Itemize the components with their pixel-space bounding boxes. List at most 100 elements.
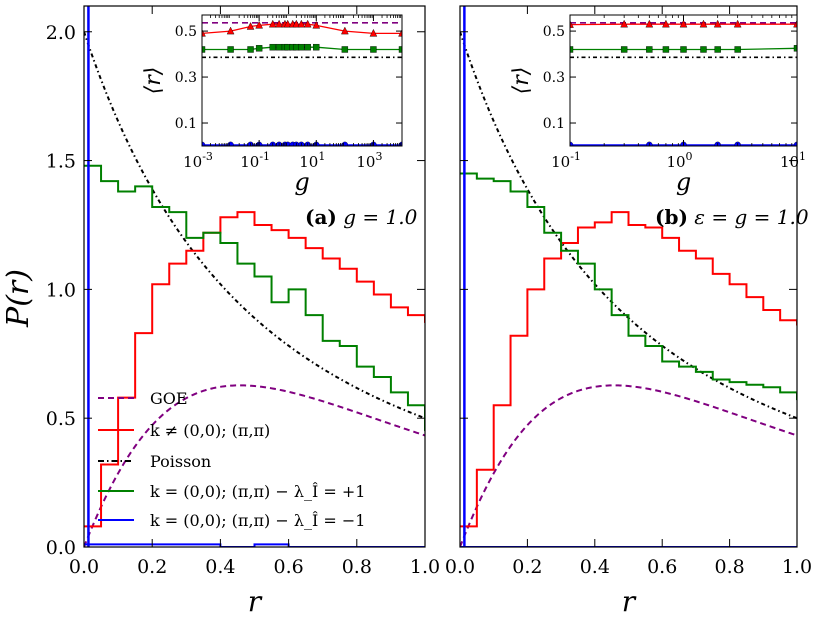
panel-b-xtick-label: 0.4 (580, 556, 610, 578)
panel-a-inset-marker-square (247, 46, 254, 53)
panel-b-inset-marker-triangle (645, 19, 654, 28)
panel-a-inset-marker-triangle (268, 19, 277, 28)
panel-a-inset-marker-triangle (341, 26, 349, 35)
panel-a-inset-marker-triangle (255, 20, 263, 29)
panel-b-inset-marker-triangle (570, 20, 574, 28)
panel-b: 0.0 0.2 0.4 0.6 0.8 1.0 r (b) ε = g = 1.0 10-1 10… (445, 5, 812, 618)
panel-a-inset-marker-square (313, 43, 320, 51)
panel-a-hist-0 (84, 211, 425, 528)
panel-b-annotation: (b) ε = g = 1.0 (655, 205, 809, 229)
panel-b-inset-marker-square (680, 46, 687, 53)
legend-label-k-generic: k ≠ (0,0); (π,π) (150, 421, 270, 440)
panel-a-inset-marker-triangle (369, 28, 378, 37)
panel-b-xtick-label: 0.8 (714, 556, 744, 578)
panel-a-hist-1 (84, 164, 425, 432)
panel-a-ytick-label: 2.0 (46, 22, 76, 44)
panel-a-xtick-label: 0.6 (273, 556, 303, 578)
panel-a-inset-marker-triangle (226, 26, 235, 35)
y-axis-label: P(r) (1, 269, 36, 328)
panel-a-inset-background (202, 15, 402, 146)
panel-a-inset-marker-triangle (283, 19, 292, 28)
panel-a-xtick-label: 0.4 (205, 556, 235, 578)
panel-a-inset-marker-square (202, 46, 206, 53)
panel-b-curve-goe (460, 384, 797, 547)
panel-a-inset-marker-square (227, 46, 234, 53)
panel-b-inset-marker-square (793, 45, 797, 52)
panel-b-plot-area (460, 6, 797, 547)
panel-a-xtick-label: 1.0 (410, 556, 440, 578)
panel-a-inset-marker-square (275, 43, 283, 51)
panel-b-inset-marker-circle (570, 141, 574, 146)
panel-b-xtick-label: 0.2 (512, 556, 542, 578)
panel-b-hist-1 (460, 172, 797, 401)
panel-a-inset-ytick-label: 0.5 (175, 24, 197, 40)
panel-a-hist-2 (84, 543, 425, 547)
legend-label-k-plus: k = (0,0); (π,π) − λ_Î = +1 (150, 481, 365, 501)
panel-a-inset-marker-circle (341, 141, 349, 146)
panel-a-inset-marker-triangle (246, 22, 255, 30)
panel-b-inset-plot-area (570, 19, 797, 146)
panel-b-inset-marker-square (714, 46, 721, 53)
panel-a-inset-marker-square (304, 43, 311, 51)
panel-a-inset-marker-square (370, 46, 377, 53)
panel-b-xtick-label: 0.6 (647, 556, 677, 578)
panel-b-inset-marker-triangle (699, 19, 708, 28)
panel-a-x-axis-label: r (248, 585, 263, 618)
panel-b-inset-xtick-label: 10-1 (551, 150, 581, 171)
panel-b-inset-marker-square (620, 46, 628, 53)
panel-b-inset-marker-triangle (620, 19, 628, 28)
panel-a-inset-marker-square (269, 43, 276, 51)
panel-a-inset-series-0 (202, 23, 402, 35)
panel-a-inset-ytick-label: 0.1 (175, 116, 197, 132)
panel-a-inset-xtick-label: 10-1 (240, 150, 270, 171)
panel-b-inset-marker-square (700, 46, 707, 53)
panel-a-inset-xtick-label: 10-3 (183, 150, 213, 171)
panel-b-inset-xtick-label: 101 (780, 150, 806, 171)
panel-a-ytick-label: 1.5 (46, 151, 76, 173)
panel-b-inset-background (570, 15, 797, 146)
panel-a-plot-area (84, 6, 425, 547)
panel-a-inset-marker-square (255, 45, 263, 52)
panel-a-frame (83, 5, 426, 548)
panel-a-inset-marker-circle (202, 141, 206, 146)
legend-label-goe: GOE (150, 389, 188, 408)
panel-b-inset-ytick-label: 0.5 (543, 24, 565, 40)
panel-a-inset-marker-square (341, 46, 349, 53)
panel-b-inset-marker-square (646, 46, 653, 53)
panel-b-hist-0 (460, 211, 797, 528)
panel-b-inset-ytick-label: 0.3 (543, 70, 565, 86)
panel-a-inset-marker-triangle (303, 19, 312, 28)
panel-b-inset-y-axis-label: ⟨r⟩ (509, 67, 534, 95)
panel-b-inset-ytick-label: 0.1 (543, 116, 565, 132)
panel-a-inset-marker-square (298, 43, 305, 51)
panel-a-ytick-label: 0.5 (46, 408, 76, 430)
panel-b-xtick-label: 1.0 (782, 556, 812, 578)
legend-label-k-minus: k = (0,0); (π,π) − λ_Î = −1 (150, 510, 365, 530)
panel-a-inset-marker-triangle (312, 20, 321, 29)
panel-a-inset-marker-triangle (297, 19, 306, 28)
panel-a-inset-frame (201, 14, 403, 147)
panel-a-inset-xtick-label: 103 (356, 150, 382, 171)
panel-b-inset-x-axis-label: g (676, 168, 691, 196)
panel-a-inset-marker-circle (227, 141, 234, 146)
panel-a-ytick-label: 1.0 (46, 279, 76, 301)
panel-a-inset-x-axis-label: g (294, 168, 309, 196)
panel-b-inset-marker-circle (793, 141, 797, 146)
panel-a-xtick-label: 0.2 (137, 556, 167, 578)
panel-b-inset-marker-square (570, 46, 574, 53)
panel-a-xtick-label: 0.0 (69, 556, 99, 578)
panel-a-inset-marker-triangle (292, 19, 301, 28)
panel-a-inset-y-axis-label: ⟨r⟩ (141, 67, 166, 95)
panel-b-xtick-label: 0.0 (445, 556, 475, 578)
panel-b-inset-marker-triangle (733, 19, 742, 28)
panel-a-xtick-label: 0.8 (342, 556, 372, 578)
panel-b-frame (459, 5, 798, 548)
panel-a: 0.0 0.2 0.4 0.6 0.8 1.0 r 0.0 0.5 1.0 1.5 2.0 (a) g … (46, 5, 440, 618)
panel-b-inset-marker-triangle (679, 19, 688, 28)
panel-b-inset-marker-triangle (662, 19, 670, 28)
legend-label-poisson: Poisson (150, 452, 211, 471)
panel-a-curve-goe (84, 384, 425, 547)
